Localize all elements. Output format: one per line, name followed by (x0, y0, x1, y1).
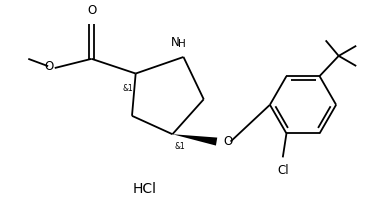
Text: HCl: HCl (133, 182, 157, 196)
Text: O: O (45, 60, 54, 73)
Text: N: N (171, 36, 180, 49)
Text: H: H (178, 39, 186, 49)
Polygon shape (172, 134, 217, 146)
Text: &1: &1 (123, 84, 133, 93)
Text: &1: &1 (174, 142, 185, 151)
Text: Cl: Cl (277, 164, 288, 177)
Text: O: O (87, 4, 96, 17)
Text: O: O (223, 135, 232, 148)
